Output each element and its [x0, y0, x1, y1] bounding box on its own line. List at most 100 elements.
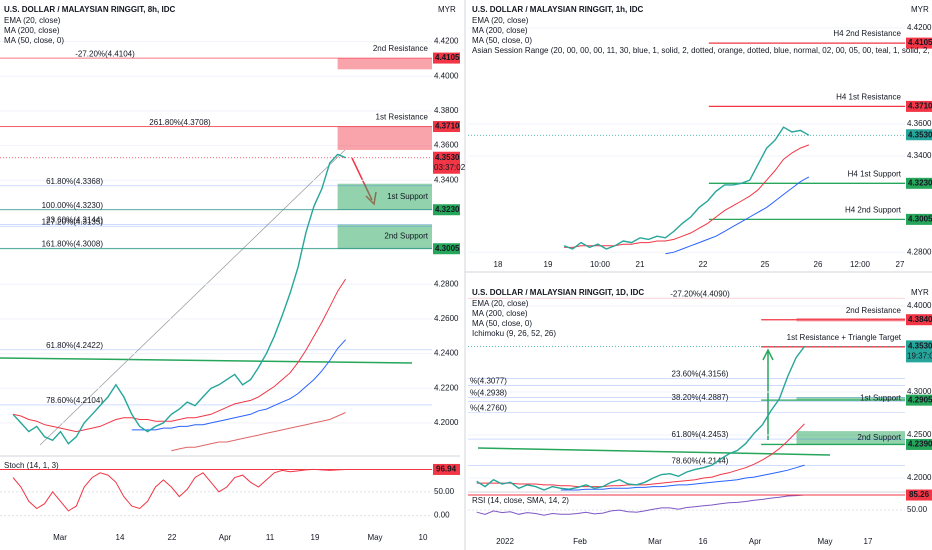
countdown: 19:37:02 [907, 351, 932, 360]
price-box [433, 52, 460, 64]
price-box [433, 243, 460, 255]
fib-label: 78.60%(4.2104) [46, 396, 103, 405]
chart-title: U.S. DOLLAR / MALAYSIAN RINGGIT, 8h, IDC [4, 5, 175, 14]
x-tick-label: Feb [573, 537, 587, 546]
chart-title: U.S. DOLLAR / MALAYSIAN RINGGIT, 1h, IDC [472, 5, 643, 14]
fib-label: 61.80%(4.3368) [46, 177, 103, 186]
level-label: 2nd Support [857, 433, 901, 442]
level-label: H4 1st Resistance [836, 93, 901, 102]
x-tick-label: 10:00 [590, 260, 611, 269]
trendline [477, 447, 831, 456]
x-tick-label: May [817, 537, 832, 546]
price-box [906, 37, 932, 49]
y-tick-label: 4.2800 [434, 279, 459, 288]
fib-label: %(4.2760) [470, 404, 507, 413]
price-box [433, 121, 460, 133]
x-tick-label: 14 [116, 533, 125, 542]
indicator-line [665, 176, 810, 255]
x-tick-label: 16 [699, 537, 708, 546]
x-tick-label: 19 [311, 533, 320, 542]
x-tick-label: Apr [749, 537, 762, 546]
price-box-label: 4.3710 [908, 102, 932, 111]
chart-title: U.S. DOLLAR / MALAYSIAN RINGGIT, 1D, IDC [472, 288, 644, 297]
level-zone [337, 126, 432, 150]
x-tick-label: 10 [419, 533, 428, 542]
trendline [0, 357, 413, 364]
y-tick-label: 4.4200 [434, 37, 459, 46]
y-tick-label: 4.2200 [434, 383, 459, 392]
y-tick-label: 4.4000 [907, 301, 932, 310]
price-line [563, 126, 810, 250]
indicator-line [564, 144, 810, 248]
level-label: H4 2nd Support [845, 205, 902, 214]
indicator-legend: Ichimoku (9, 26, 52, 26) [472, 329, 556, 338]
y-tick-label: 4.3400 [434, 175, 459, 184]
x-tick-label: Mar [648, 537, 662, 546]
currency: MYR [911, 5, 929, 14]
indicator-legend: EMA (20, close) [4, 16, 61, 25]
last-price-label: 4.3530 [908, 130, 932, 139]
indicator-line [476, 423, 805, 488]
price-box-label: 4.3005 [908, 214, 932, 223]
price-box-label: 4.3230 [908, 178, 932, 187]
indicator-line [131, 339, 346, 431]
x-tick-label: 17 [864, 537, 873, 546]
level-label: 2nd Resistance [373, 44, 429, 53]
x-tick-label: 25 [761, 260, 770, 269]
y-tick-label: 4.2000 [434, 418, 459, 427]
fib-label: 61.80%(4.2422) [46, 341, 103, 350]
indicator-legend: MA (200, close) [472, 309, 528, 318]
price-box [906, 314, 932, 326]
y-tick-label: 4.3600 [434, 141, 459, 150]
x-tick-label: 2022 [496, 537, 514, 546]
price-line [12, 153, 346, 445]
indicator-legend: MA (200, close) [4, 26, 60, 35]
level-label: H4 1st Support [848, 169, 902, 178]
indicator-line [12, 278, 347, 433]
price-box-label: 4.3005 [435, 244, 460, 253]
y-tick-label: 4.3000 [907, 387, 932, 396]
fib-label: 23.60%(4.3156) [672, 370, 729, 379]
y-tick-label: 4.2500 [907, 430, 932, 439]
level-zone [796, 431, 905, 445]
arrow-head [762, 348, 774, 361]
fib-label: %(4.2938) [470, 388, 507, 397]
fib-label: 38.20%(4.2887) [672, 393, 729, 402]
osc-last-box [433, 463, 460, 475]
last-price-box [906, 129, 932, 141]
osc-last-box [906, 489, 932, 501]
price-box [906, 100, 932, 112]
price-box-label: 4.3710 [435, 122, 460, 131]
level-zone [337, 58, 432, 70]
level-zone [796, 397, 905, 401]
currency: MYR [911, 288, 929, 297]
level-label: 1st Support [387, 192, 429, 201]
x-tick-label: 12:00 [850, 260, 871, 269]
y-tick-label: 4.3600 [907, 119, 932, 128]
fib-label: 23.60%(4.3144) [46, 216, 103, 225]
level-label: 2nd Resistance [846, 306, 902, 315]
fib-label: 61.80%(4.2453) [672, 430, 729, 439]
x-tick-label: 27 [896, 260, 905, 269]
y-tick-label: 4.3800 [434, 106, 459, 115]
last-price-box [906, 340, 932, 363]
x-tick-label: Apr [219, 533, 232, 542]
osc-last-label: 85.26 [909, 490, 930, 499]
fib-label: -27.20%(4.4104) [75, 49, 135, 58]
osc-tick-label: 50.00 [434, 487, 455, 496]
indicator-legend: MA (50, close, 0) [472, 319, 532, 328]
countdown: 03:37:02 [434, 163, 466, 172]
fib-label: 127.20%(4.3135) [42, 217, 104, 226]
price-box [906, 394, 932, 406]
level-label: 2nd Support [384, 232, 428, 241]
fib-label: 261.80%(4.3708) [149, 118, 211, 127]
currency: MYR [438, 5, 456, 14]
osc-title: RSI (14, close, SMA, 14, 2) [472, 496, 569, 505]
osc-line [12, 468, 346, 512]
x-tick-label: 19 [544, 260, 553, 269]
indicator-legend: EMA (20, close) [472, 299, 529, 308]
indicator-legend: EMA (20, close) [472, 16, 529, 25]
x-tick-label: May [367, 533, 382, 542]
